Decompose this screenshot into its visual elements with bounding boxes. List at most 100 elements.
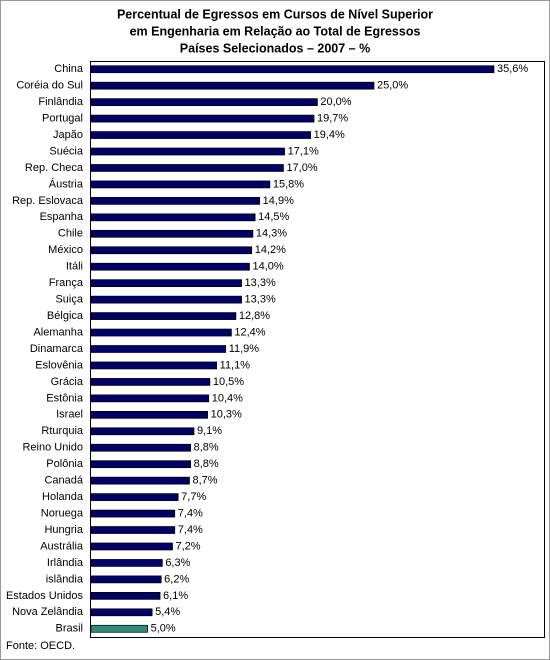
value-label: 12,4% <box>234 326 265 338</box>
bar <box>90 147 285 156</box>
value-label: 10,4% <box>212 392 243 404</box>
bar <box>90 345 227 353</box>
value-label: 25,0% <box>377 80 408 92</box>
y-tick-label: Suiça <box>55 294 83 306</box>
source-note: Fonte: OECD. <box>6 640 75 652</box>
bar <box>90 443 191 452</box>
value-label: 19,7% <box>317 113 348 125</box>
bar <box>90 542 173 551</box>
y-tick-label: Noruega <box>41 507 84 519</box>
bar <box>90 575 162 584</box>
y-tick-label: Áustria <box>49 177 84 190</box>
bar <box>90 624 148 633</box>
y-tick-label: Irlândia <box>47 557 84 569</box>
bar <box>90 180 271 189</box>
chart-title: Países Selecionados – 2007 – % <box>180 41 370 55</box>
y-tick-label: Estônia <box>46 392 84 404</box>
value-label: 8,7% <box>192 475 217 487</box>
y-tick-label: Itáli <box>66 261 83 273</box>
value-label: 7,4% <box>178 524 203 536</box>
bar <box>90 608 153 617</box>
bar <box>90 526 176 534</box>
bar <box>90 114 315 123</box>
bar <box>90 279 242 288</box>
y-tick-label: islândia <box>46 573 84 585</box>
y-tick-label: Israel <box>56 409 83 421</box>
value-label: 17,0% <box>286 162 317 174</box>
bar <box>90 98 318 106</box>
y-tick-label: Reino Unido <box>22 442 83 454</box>
value-label: 6,1% <box>163 590 188 602</box>
plot-area <box>90 61 545 638</box>
value-label: 12,8% <box>239 310 270 322</box>
y-tick-label: Portugal <box>42 113 83 125</box>
bar <box>90 361 218 370</box>
bar <box>90 213 256 222</box>
value-label: 11,1% <box>220 359 251 371</box>
value-label: 15,8% <box>273 178 304 190</box>
bar <box>90 81 375 90</box>
y-tick-label: Holanda <box>42 491 84 503</box>
bar <box>90 312 237 320</box>
bar <box>90 197 261 205</box>
value-label: 8,8% <box>194 442 219 454</box>
y-tick-label: Canadá <box>44 475 83 487</box>
value-label: 7,7% <box>181 491 206 503</box>
y-tick-label: Chile <box>58 228 83 240</box>
y-tick-label: Estados Unidos <box>6 590 84 602</box>
value-label: 7,4% <box>178 507 203 519</box>
value-label: 35,6% <box>497 63 528 75</box>
y-tick-label: Grácia <box>51 376 84 388</box>
value-label: 8,8% <box>194 458 219 470</box>
bar <box>90 328 232 337</box>
value-label: 13,3% <box>245 294 276 306</box>
value-label: 13,3% <box>245 277 276 289</box>
value-label: 11,9% <box>229 343 260 355</box>
y-tick-label: Austrália <box>40 540 84 552</box>
y-tick-label: Dinamarca <box>30 343 84 355</box>
value-label: 5,0% <box>151 623 176 635</box>
y-tick-label: Rep. Eslovaca <box>12 195 84 207</box>
value-label: 9,1% <box>197 425 222 437</box>
y-tick-label: Eslovênia <box>35 359 84 371</box>
bar <box>90 559 163 567</box>
y-tick-label: Rturquia <box>41 425 83 437</box>
y-tick-label: Coréia do Sul <box>16 80 83 92</box>
bar <box>90 509 176 518</box>
bar <box>90 295 242 304</box>
bar <box>90 378 211 386</box>
bar <box>90 131 311 139</box>
y-tick-label: Alemanha <box>33 326 83 338</box>
value-label: 14,5% <box>258 211 289 223</box>
value-label: 17,1% <box>288 145 319 157</box>
bar <box>90 592 161 600</box>
value-label: 19,4% <box>314 129 345 141</box>
y-tick-label: México <box>48 244 83 256</box>
value-label: 14,0% <box>252 261 283 273</box>
value-label: 14,9% <box>263 195 294 207</box>
y-tick-label: Suécia <box>49 145 84 157</box>
bar <box>90 394 210 403</box>
value-label: 14,3% <box>256 228 287 240</box>
value-label: 7,2% <box>176 540 201 552</box>
value-label: 6,3% <box>165 557 190 569</box>
value-label: 14,2% <box>255 244 286 256</box>
y-tick-label: Japão <box>53 129 83 141</box>
y-tick-label: França <box>49 277 84 289</box>
y-tick-label: Nova Zelândia <box>12 606 84 618</box>
value-label: 20,0% <box>320 96 351 108</box>
y-tick-label: Hungria <box>44 524 83 536</box>
value-label: 6,2% <box>164 573 189 585</box>
bar <box>90 493 179 501</box>
bar <box>90 246 253 255</box>
bar <box>90 262 250 271</box>
value-label: 10,5% <box>213 376 244 388</box>
y-tick-label: Finlândia <box>38 96 84 108</box>
value-label: 5,4% <box>155 606 180 618</box>
bar <box>90 427 195 436</box>
chart-title: Percentual de Egressos em Cursos de Níve… <box>117 7 433 21</box>
bar <box>90 164 284 172</box>
bar <box>90 410 208 419</box>
bar <box>90 229 254 238</box>
